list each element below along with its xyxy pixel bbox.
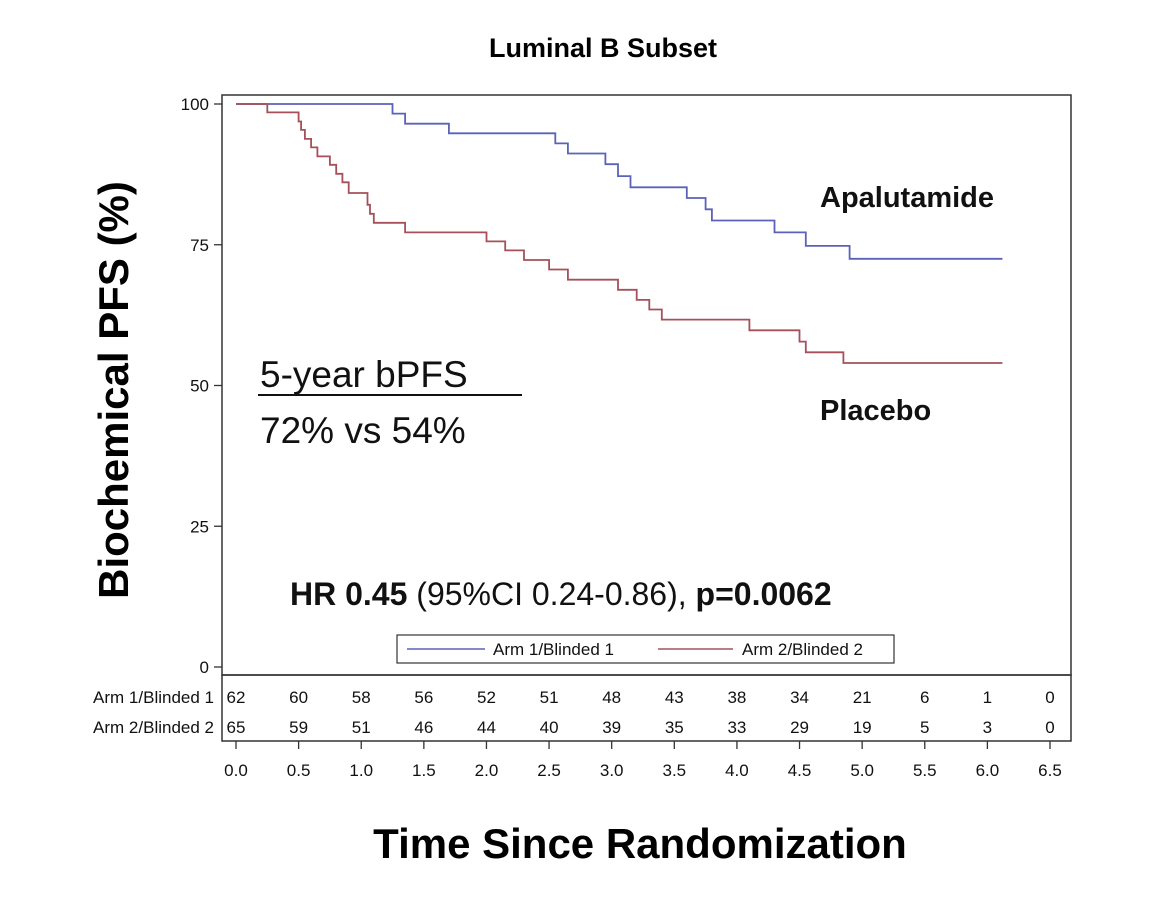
risk-count: 3 [983,718,992,737]
risk-row-label: Arm 1/Blinded 1 [93,688,214,707]
x-tick-label: 0.0 [224,761,248,780]
risk-count: 19 [853,718,872,737]
y-tick-label: 50 [190,377,209,396]
x-tick-label: 2.0 [475,761,499,780]
y-tick-label: 25 [190,517,209,536]
x-tick-label: 3.0 [600,761,624,780]
x-tick-label: 6.0 [976,761,1000,780]
risk-count: 40 [540,718,559,737]
x-tick-label: 1.0 [349,761,373,780]
x-tick-label: 2.5 [537,761,561,780]
risk-count: 39 [602,718,621,737]
x-tick-label: 6.5 [1038,761,1062,780]
bpfs-values: 72% vs 54% [260,410,466,451]
legend-label-arm2: Arm 2/Blinded 2 [742,640,863,659]
risk-count: 6 [920,688,929,707]
risk-count: 29 [790,718,809,737]
chart-title: Luminal B Subset [489,33,717,63]
km-curve-arm1 [236,103,1003,260]
risk-count: 43 [665,688,684,707]
risk-count: 58 [352,688,371,707]
km-curve-arm2 [236,103,1003,364]
risk-count: 62 [227,688,246,707]
risk-count: 65 [227,718,246,737]
legend: Arm 1/Blinded 1 Arm 2/Blinded 2 [396,634,895,664]
y-axis-label: Biochemical PFS (%) [90,181,137,599]
risk-count: 59 [289,718,308,737]
x-tick-label: 5.5 [913,761,937,780]
legend-label-arm1: Arm 1/Blinded 1 [493,640,614,659]
risk-row-label: Arm 2/Blinded 2 [93,718,214,737]
x-axis-label: Time Since Randomization [373,820,907,867]
y-tick-label: 100 [181,95,209,114]
risk-count: 21 [853,688,872,707]
hazard-ratio-text: HR 0.45 (95%CI 0.24-0.86), p=0.0062 [290,576,832,612]
risk-count: 44 [477,718,496,737]
x-tick-label: 1.5 [412,761,436,780]
risk-count: 51 [540,688,559,707]
hr-label: HR [290,576,345,612]
y-tick-label: 75 [190,236,209,255]
km-curves [236,103,1003,364]
bpfs-heading: 5-year bPFS [260,354,468,395]
series-label-apalutamide: Apalutamide [820,182,994,214]
risk-count: 5 [920,718,929,737]
risk-table-frame [221,674,1072,742]
hr-value: 0.45 [345,576,407,612]
hr-p: p=0.0062 [696,576,832,612]
risk-count: 48 [602,688,621,707]
risk-table: Arm 1/Blinded 1 62 60 58 56 52 51 48 43 38 34 21 6 1 0… [93,688,1055,737]
risk-count: 0 [1045,718,1054,737]
y-axis-ticks: 0 25 50 75 100 [181,95,222,677]
x-tick-label: 3.5 [662,761,686,780]
risk-count: 0 [1045,688,1054,707]
x-axis-ticks: 0.0 0.5 1.0 1.5 2.0 2.5 3.0 3.5 4.0 4.5 5.0 5.5 6.0 6… [224,741,1062,780]
risk-count: 51 [352,718,371,737]
y-tick-label: 0 [200,658,209,677]
risk-count: 1 [983,688,992,707]
hr-ci: (95%CI 0.24-0.86), [407,576,695,612]
risk-count: 60 [289,688,308,707]
x-tick-label: 0.5 [287,761,311,780]
x-tick-label: 5.0 [850,761,874,780]
risk-count: 56 [414,688,433,707]
risk-count: 52 [477,688,496,707]
risk-count: 35 [665,718,684,737]
risk-count: 33 [727,718,746,737]
x-tick-label: 4.0 [725,761,749,780]
risk-count: 34 [790,688,809,707]
series-label-placebo: Placebo [820,395,931,427]
risk-count: 46 [414,718,433,737]
x-tick-label: 4.5 [788,761,812,780]
risk-count: 38 [727,688,746,707]
